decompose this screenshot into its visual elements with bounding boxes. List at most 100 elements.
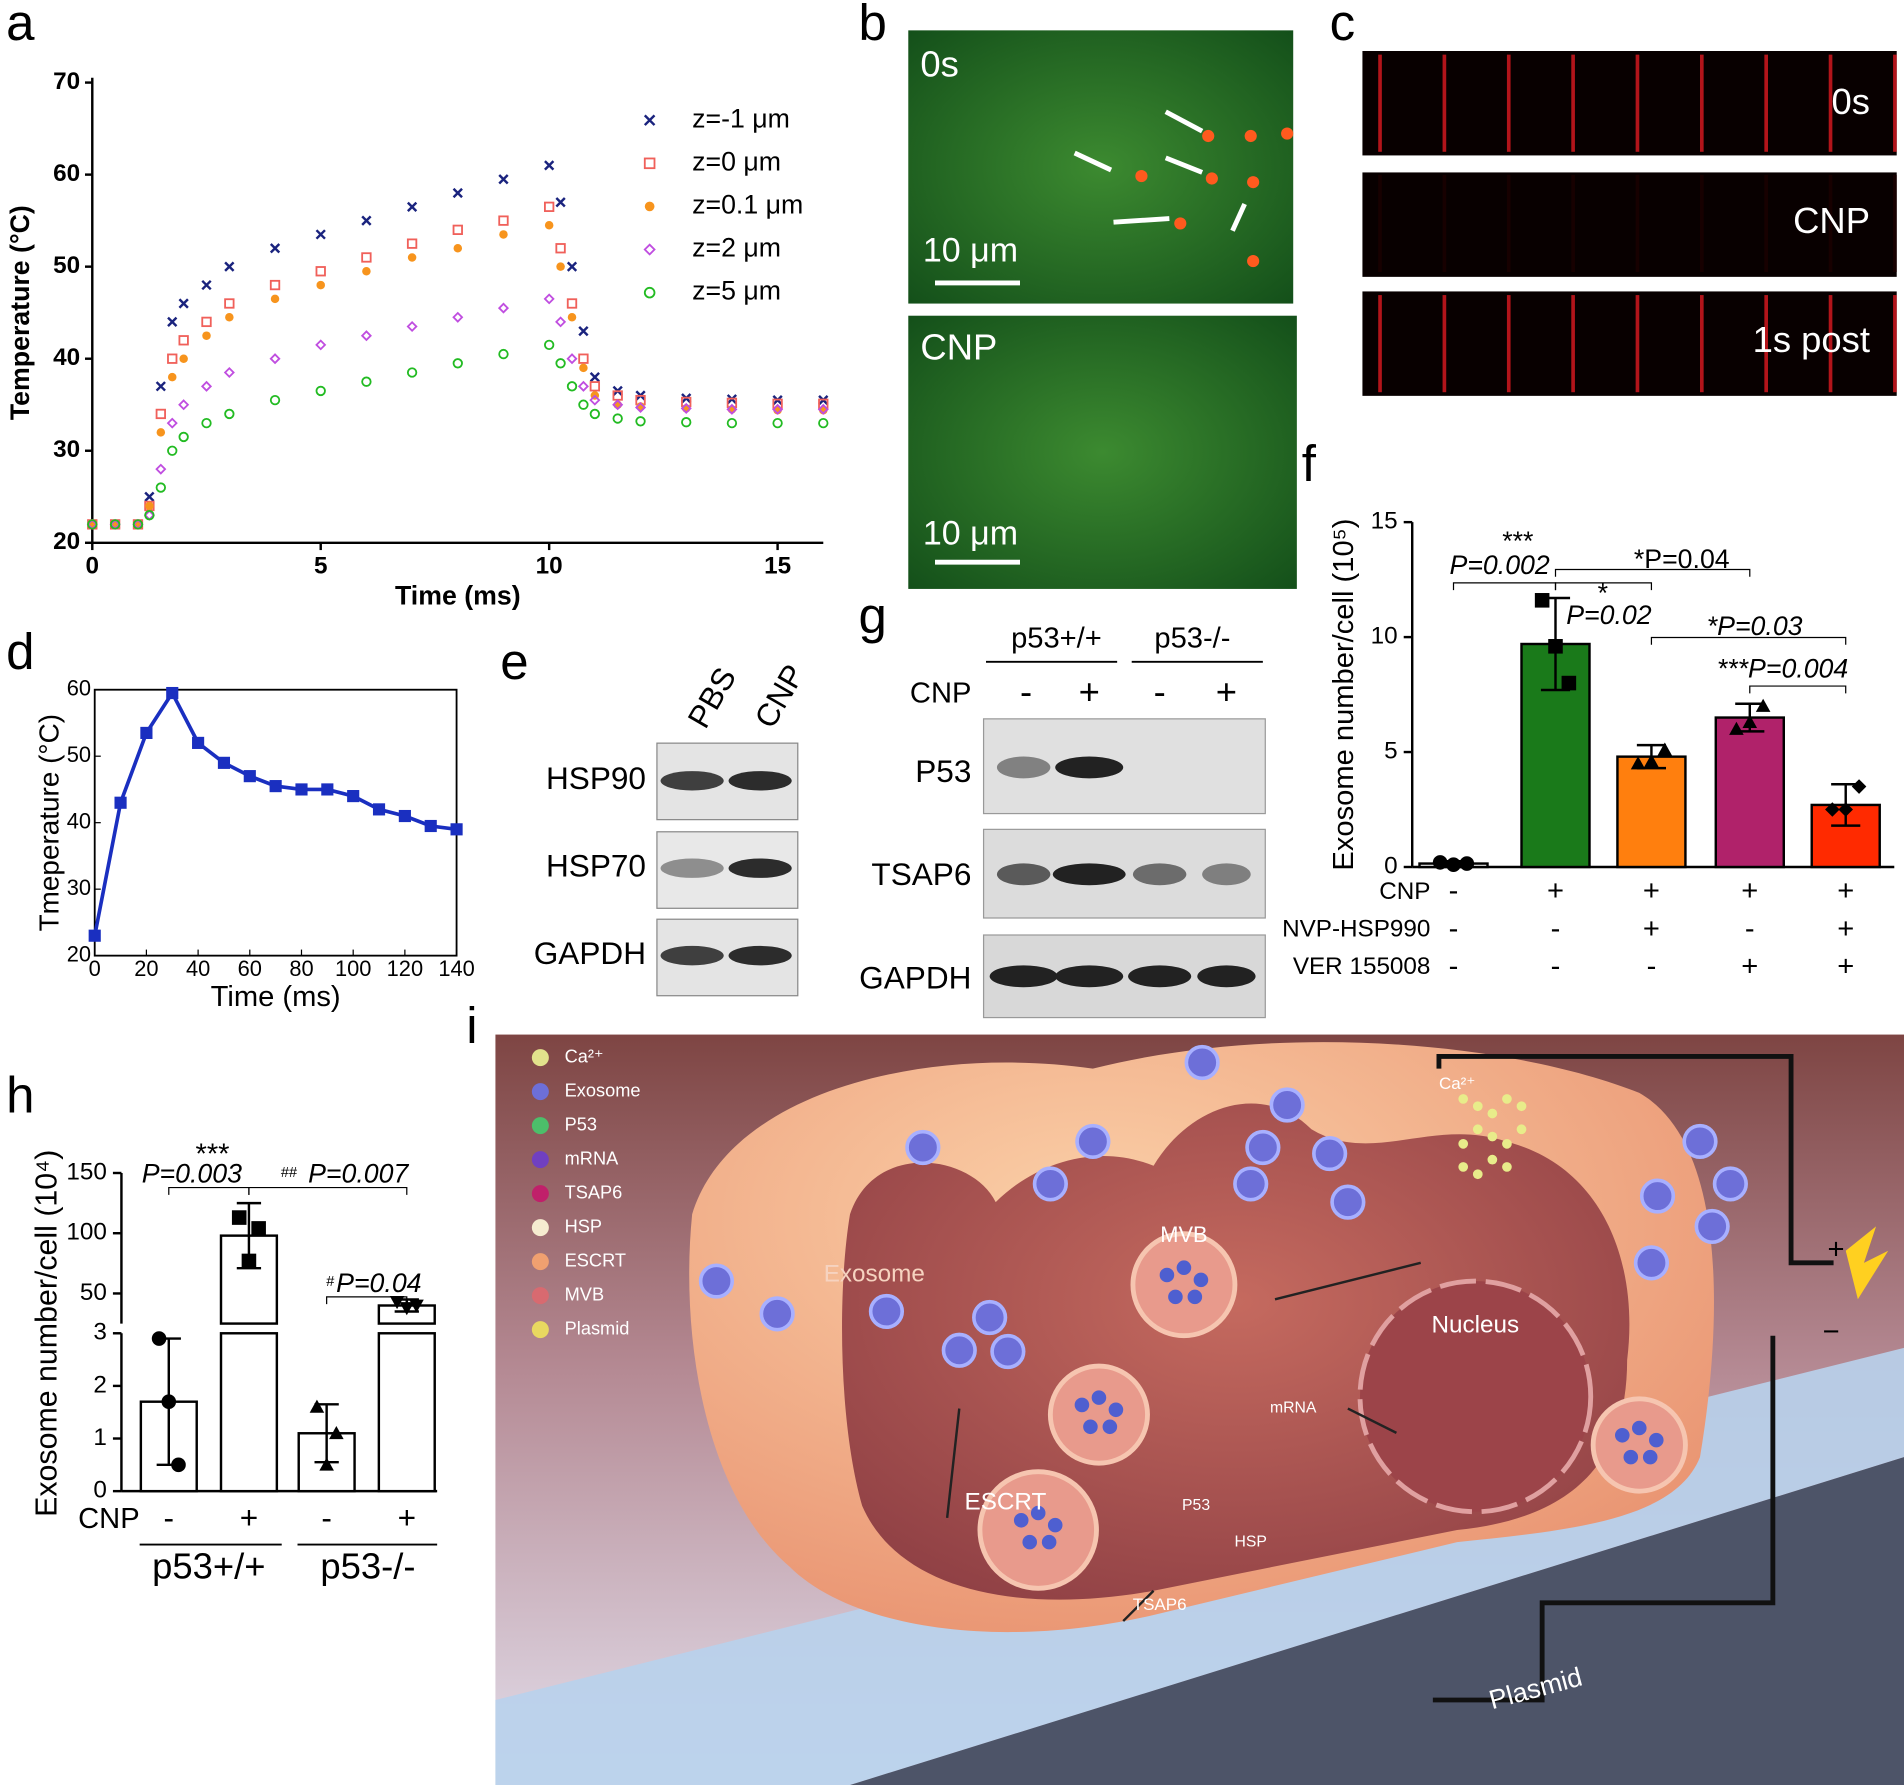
condition-sign: - [1551,913,1561,945]
fluorescent-spot [1281,127,1294,140]
red-stripe [1893,174,1897,272]
group-label: p53+/+ [1011,623,1102,655]
arrow [1113,216,1170,225]
panel-label: b [859,0,887,51]
exosome [905,1129,941,1166]
y-tick-label: 40 [67,808,91,833]
y-tick-label: 2 [93,1371,106,1398]
y-tick-label: 50 [80,1279,107,1306]
condition-label: CNP [1379,878,1430,905]
red-stripe [1635,174,1640,272]
band [1128,965,1192,988]
annotation: ## [281,1165,298,1181]
vesicle [1013,1513,1029,1528]
vesicle [1615,1428,1630,1443]
vesicle [1168,1289,1183,1305]
panel-label: a [6,0,35,51]
calcium [1502,1139,1512,1149]
red-stripe [1828,174,1833,272]
annotation: *** [195,1139,229,1171]
legend-icon [531,1117,549,1135]
significance-bracket [168,1186,250,1195]
marker [589,394,601,406]
band [660,858,724,878]
marker [114,796,127,809]
band [1202,863,1251,886]
significance-bracket [1554,568,1751,577]
marker [498,174,509,185]
band [996,756,1051,779]
band [660,771,724,791]
calcium [1472,1124,1483,1135]
legend-label: TSAP6 [565,1182,623,1202]
marker [360,330,372,342]
group-label: p53-/- [320,1545,415,1586]
condition-sign: + [1741,875,1758,907]
group-label: p53+/+ [152,1545,265,1586]
legend-icon [531,1151,549,1169]
condition-sign: + [1837,913,1854,945]
y-axis-label: Exosome number/cell (10⁴) [31,1150,64,1517]
y-tick-label: 5 [1384,737,1398,764]
red-stripe [1378,295,1382,393]
red-stripe [1764,174,1768,272]
diagram-label: Ca²⁺ [1439,1074,1475,1093]
marker [497,302,510,314]
scale-bar-label: 10 μm [923,514,1018,552]
marker [192,736,205,749]
marker [167,353,178,364]
marker [578,399,589,410]
diagram-label: + [1827,1233,1844,1265]
condition-sign: + [1547,875,1564,907]
marker [680,402,692,414]
marker [269,353,281,365]
marker [681,417,692,428]
legend-label: HSP [565,1216,602,1236]
calcium [1502,1094,1512,1104]
marker [319,1457,334,1471]
exosome [1269,1087,1305,1123]
legend-icon [531,1253,549,1271]
x-tick-label: 0 [86,552,100,579]
calcium [1472,1101,1483,1112]
marker [178,399,190,411]
fluorescent-spot [1244,129,1257,143]
red-stripe [1378,174,1382,272]
marker [201,279,212,291]
panel-label: c [1330,0,1356,51]
calcium [1502,1162,1512,1172]
marker [161,1394,177,1409]
calcium [1487,1108,1498,1119]
band [728,945,792,966]
y-tick-label: 70 [53,68,80,95]
significance-bracket [1554,582,1653,591]
marker [269,394,281,406]
condition-sign: - [1449,950,1459,982]
vesicle [1074,1397,1090,1413]
marker [452,358,463,369]
diagram-label: Exosome [824,1260,925,1287]
vesicle [1030,1505,1046,1521]
exosome [1312,1135,1348,1172]
red-stripe [1506,54,1511,152]
marker [612,413,623,424]
vesicle [1091,1390,1107,1405]
band [728,771,792,791]
marker [589,381,601,392]
significance-bracket [248,1186,408,1195]
marker [321,783,334,796]
bar [1714,716,1785,869]
marker [1838,802,1853,817]
x-axis-label: Time (ms) [395,580,521,610]
y-tick-label: 30 [67,875,91,900]
vesicle [1047,1517,1063,1533]
marker [555,243,566,254]
marker [818,417,829,429]
marker [270,294,280,304]
vesicle [1022,1534,1037,1550]
marker [269,243,281,254]
micrograph-strip [1362,51,1897,156]
vesicle [1041,1534,1057,1550]
schematic [495,1034,1904,1785]
scale-bar-label: 10 μm [923,232,1018,270]
